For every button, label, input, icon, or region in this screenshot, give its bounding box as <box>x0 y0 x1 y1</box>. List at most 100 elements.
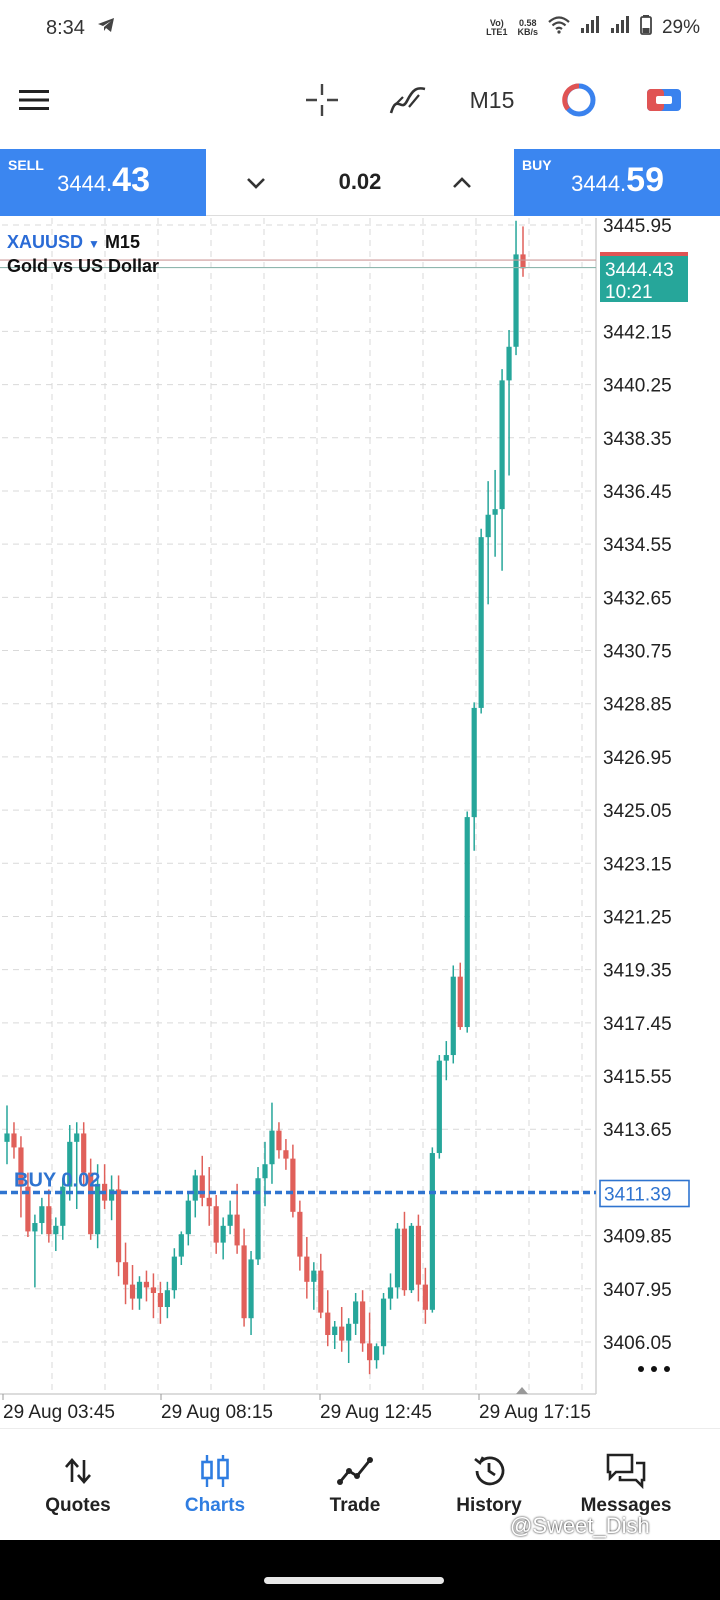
sell-button[interactable]: SELL 3444.43 <box>0 149 206 216</box>
y-tick-label: 3428.85 <box>603 695 672 716</box>
buy-label: BUY <box>522 157 552 173</box>
speed-indicator: 0.58 KB/s <box>517 18 538 37</box>
chart-symbol[interactable]: XAUUSD ▼ M15 <box>7 232 140 252</box>
candle-body <box>115 1189 122 1263</box>
candle-body <box>108 1189 115 1201</box>
hamburger-icon <box>19 90 49 110</box>
nav-trade[interactable]: Trade <box>283 1429 427 1541</box>
chart-shift-marker <box>516 1387 528 1394</box>
signal-icon <box>580 16 600 40</box>
trade-ticket-icon <box>647 89 681 111</box>
chart-toolbar: M15 <box>0 56 720 148</box>
indicators-button[interactable] <box>388 76 428 124</box>
watermark-text: @Sweet_Dish <box>510 1513 650 1538</box>
y-tick-label: 3423.15 <box>603 854 672 875</box>
candle-body <box>332 1326 338 1336</box>
more-dots-icon <box>638 1366 644 1372</box>
candle-body <box>53 1225 59 1235</box>
menu-button[interactable] <box>16 76 52 124</box>
candle-body <box>39 1206 45 1224</box>
candle-body <box>234 1214 240 1246</box>
candle-body <box>464 817 470 1028</box>
candle-body <box>353 1301 359 1324</box>
sell-price: 3444.43 <box>57 161 150 199</box>
x-tick-label: 29 Aug 12:45 <box>320 1402 432 1423</box>
candle-body <box>241 1245 247 1319</box>
lot-size-value[interactable]: 0.02 <box>338 169 382 194</box>
clock-circle-icon <box>562 83 596 117</box>
y-tick-label: 3417.45 <box>603 1014 672 1035</box>
candle-body <box>366 1343 373 1361</box>
candle-body <box>81 1133 87 1173</box>
y-tick-label: 3413.65 <box>603 1120 672 1141</box>
candle-body <box>32 1223 38 1232</box>
trade-panel: SELL 3444.43 0.02 BUY 3444.59 <box>0 149 720 216</box>
increase-lot-button[interactable] <box>442 163 482 203</box>
candle-body <box>88 1172 94 1235</box>
candle-body <box>506 346 512 381</box>
battery-icon <box>640 15 652 41</box>
candle-body <box>415 1225 422 1285</box>
system-navigation-bar <box>0 1540 720 1600</box>
y-tick-label: 3426.95 <box>603 748 672 769</box>
candle-body <box>436 1060 442 1154</box>
candle-body <box>164 1290 170 1308</box>
candle-body <box>520 254 526 269</box>
buy-button[interactable]: BUY 3444.59 <box>514 149 720 216</box>
sell-label: SELL <box>8 157 44 173</box>
y-tick-label: 3438.35 <box>603 429 672 450</box>
messages-bubble-icon <box>606 1453 646 1490</box>
one-click-trading-button[interactable] <box>560 76 598 124</box>
crosshair-button[interactable] <box>304 76 340 124</box>
period-selector[interactable]: M15 <box>469 86 515 113</box>
candle-body <box>143 1281 150 1288</box>
candle-body <box>157 1293 164 1308</box>
candle-body <box>192 1175 198 1201</box>
y-tick-label: 3425.05 <box>603 801 672 822</box>
candle-body <box>269 1130 275 1165</box>
candle-body <box>360 1301 366 1344</box>
y-tick-label: 3434.55 <box>603 535 672 556</box>
x-tick-label: 29 Aug 08:15 <box>161 1402 273 1423</box>
y-tick-label: 3407.95 <box>603 1280 672 1301</box>
candle-body <box>4 1133 10 1142</box>
trade-line-icon <box>337 1457 373 1485</box>
candle-body <box>276 1130 282 1151</box>
home-indicator[interactable] <box>264 1577 444 1584</box>
candle-body <box>18 1147 24 1187</box>
y-tick-label: 3421.25 <box>603 907 672 928</box>
position-price-label: 3411.39 <box>604 1185 671 1206</box>
nav-history[interactable]: History <box>417 1429 561 1541</box>
y-tick-label: 3432.65 <box>603 588 672 609</box>
ask-badge-strip <box>600 252 688 256</box>
candle-body <box>380 1298 387 1347</box>
new-order-button[interactable] <box>644 76 684 124</box>
status-bar: 8:34 Vo) LTE1 0.58 KB/s 29% <box>0 0 720 56</box>
price-chart[interactable]: 3445.95 3442.15 3440.25 3438.35 3436.45 3434.… <box>0 216 720 1424</box>
battery-level: 29% <box>661 17 700 38</box>
candle-body <box>46 1206 52 1235</box>
y-tick-label: 3415.55 <box>603 1067 672 1088</box>
quotes-arrows-icon <box>65 1458 91 1484</box>
candle-body <box>422 1284 428 1310</box>
history-clock-icon <box>474 1456 505 1486</box>
signal-icon-2 <box>610 16 630 40</box>
network-indicator: Vo) LTE1 <box>486 18 508 37</box>
nav-charts[interactable]: Charts <box>143 1429 287 1541</box>
charts-candles-icon <box>201 1455 229 1487</box>
candle-body <box>499 380 505 510</box>
y-tick-label: 3436.45 <box>603 482 672 503</box>
candle-body <box>339 1326 345 1341</box>
candlestick-chart[interactable]: 3445.95 3442.15 3440.25 3438.35 3436.45 3434.… <box>0 216 720 1424</box>
nav-quotes[interactable]: Quotes <box>6 1429 150 1541</box>
wifi-icon <box>548 16 570 40</box>
y-tick-label: 3440.25 <box>603 376 672 397</box>
y-tick-label: 3419.35 <box>603 961 672 982</box>
candle-body <box>213 1206 219 1243</box>
candle-body <box>408 1225 415 1291</box>
candle-body <box>95 1183 101 1235</box>
decrease-lot-button[interactable] <box>236 163 276 203</box>
nav-messages[interactable]: Messages <box>554 1429 698 1541</box>
indicator-icon <box>389 87 426 114</box>
chevron-down-icon <box>247 178 265 189</box>
